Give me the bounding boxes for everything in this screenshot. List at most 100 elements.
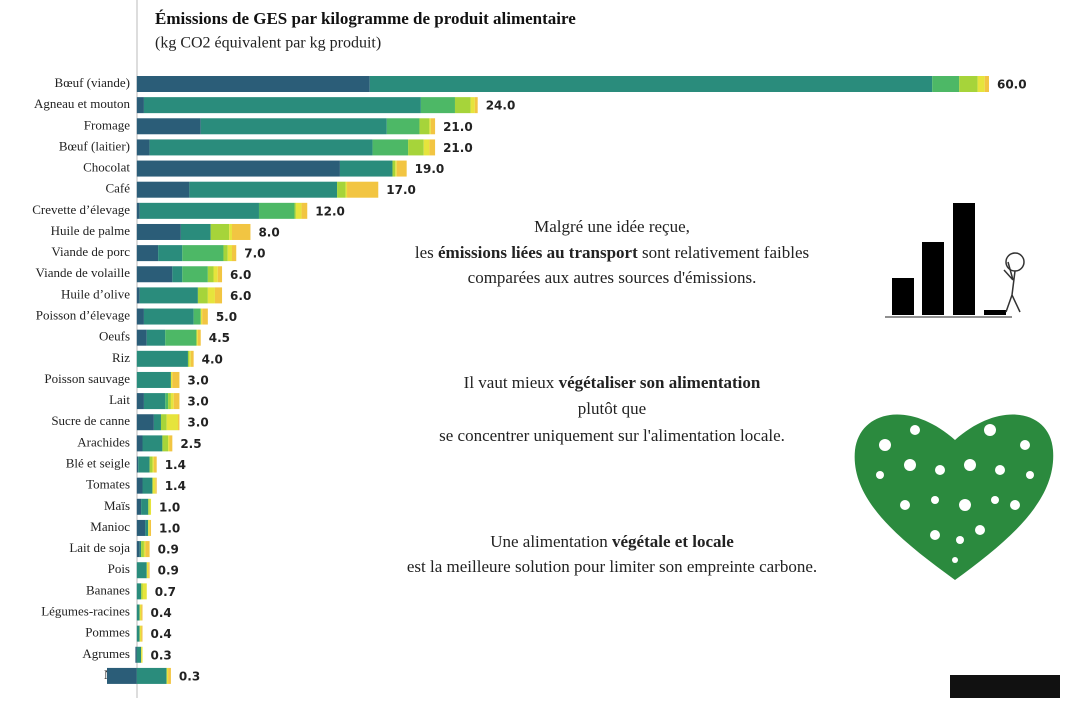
bar-segment [142, 435, 163, 452]
bar-segment [294, 202, 296, 219]
bar-segment [107, 667, 137, 684]
bar-segment [207, 287, 215, 304]
bar-segment [139, 202, 259, 219]
bar-segment [136, 435, 143, 452]
category-label: Pois [108, 561, 130, 576]
total-label: 0.9 [158, 564, 179, 578]
annotation-line: plutôt que [578, 399, 646, 418]
bar-segment [168, 393, 171, 410]
category-label: Agrumes [82, 646, 130, 661]
total-label: 21.0 [443, 141, 473, 155]
bar-segment [223, 245, 228, 262]
bar-segment [197, 287, 208, 304]
category-label: Manioc [90, 519, 130, 534]
bar-segment [139, 625, 142, 642]
bar-segment [392, 160, 396, 177]
category-label: Oeufs [99, 329, 130, 344]
annotation-text: se concentrer uniquement sur l'alimentat… [439, 426, 785, 445]
bar-segment [136, 646, 142, 663]
bar-segment [136, 456, 139, 473]
bar-segment [136, 329, 147, 346]
bar-segment [258, 202, 295, 219]
total-label: 1.0 [159, 500, 180, 514]
bar-segment [227, 245, 232, 262]
total-label: 0.3 [151, 648, 172, 662]
bar-segment [168, 435, 170, 452]
category-label: Bœuf (viande) [55, 75, 130, 90]
bar-segment [141, 541, 144, 558]
bar-segment [138, 456, 150, 473]
bar-segment [136, 393, 144, 410]
bar-segment [136, 562, 147, 579]
bar-segment [165, 329, 197, 346]
total-label: 8.0 [258, 225, 279, 239]
bar-segment [170, 371, 173, 388]
annotation-line: Une alimentation végétale et locale [490, 532, 734, 551]
total-label: 0.7 [155, 585, 176, 599]
category-label: Maïs [104, 498, 130, 513]
category-label: Riz [112, 350, 130, 365]
bar-segment [139, 541, 142, 558]
bar-segment [959, 76, 978, 92]
annotation-text: comparées aux autres sources d'émissions… [468, 268, 757, 287]
total-label: 24.0 [486, 99, 516, 113]
bar-segment [180, 223, 211, 240]
bar-segment [149, 498, 152, 515]
category-label: Viande de volaille [35, 265, 130, 280]
bar-segment [396, 160, 407, 177]
bar-segment [196, 329, 198, 346]
bar-segment [168, 667, 171, 684]
bar-segment [141, 625, 143, 642]
bar-segment [136, 583, 142, 600]
bar-segment [143, 541, 146, 558]
total-label: 12.0 [315, 204, 345, 218]
bar-segment [386, 118, 420, 135]
bar-segment [217, 266, 223, 283]
annotation-line: Malgré une idée reçue, [534, 217, 690, 236]
bar-segment [345, 181, 348, 198]
bar-segment [189, 350, 191, 367]
category-label: Tomates [86, 477, 130, 492]
bar-segment [136, 266, 173, 283]
total-label: 6.0 [230, 289, 251, 303]
total-label: 1.4 [165, 458, 186, 472]
total-label: 3.0 [187, 416, 208, 430]
bar-segment [136, 97, 144, 114]
bar-segment [136, 245, 159, 262]
bar-segment [160, 414, 167, 431]
bar-segment [166, 414, 179, 431]
category-label: Bœuf (laitier) [59, 138, 130, 153]
bar-segment [141, 583, 143, 600]
bar-segment [977, 76, 985, 92]
bar-segment [200, 308, 203, 325]
bar-segment [301, 202, 308, 219]
bar-segment [139, 287, 198, 304]
total-label: 5.0 [216, 310, 237, 324]
bar-segment [141, 646, 143, 663]
bar-segment [169, 435, 173, 452]
bar-segment [149, 456, 153, 473]
category-label: Légumes-racines [41, 603, 130, 618]
bar-segment [146, 562, 149, 579]
bar-segment [136, 287, 140, 304]
category-label: Poisson d’élevage [36, 308, 130, 323]
annotation-line: comparées aux autres sources d'émissions… [468, 268, 757, 287]
annotation-text: sont relativement faibles [638, 243, 809, 262]
total-label: 7.0 [244, 247, 265, 261]
bar-segment [136, 350, 188, 367]
bar-segment [136, 202, 140, 219]
annotation-text: les [415, 243, 438, 262]
bar-segment [423, 139, 430, 156]
bar-segment [141, 498, 149, 515]
category-label: Poisson sauvage [44, 371, 130, 386]
bar-segment [372, 139, 409, 156]
bar-segment [136, 371, 171, 388]
total-label: 6.0 [230, 268, 251, 282]
bar-segment [136, 118, 201, 135]
category-label: Lait [109, 392, 130, 407]
bar-segment [145, 541, 150, 558]
bar-segment [149, 139, 373, 156]
bar-segment [142, 583, 147, 600]
bar-segment [149, 519, 152, 536]
bar-segment [932, 76, 960, 92]
